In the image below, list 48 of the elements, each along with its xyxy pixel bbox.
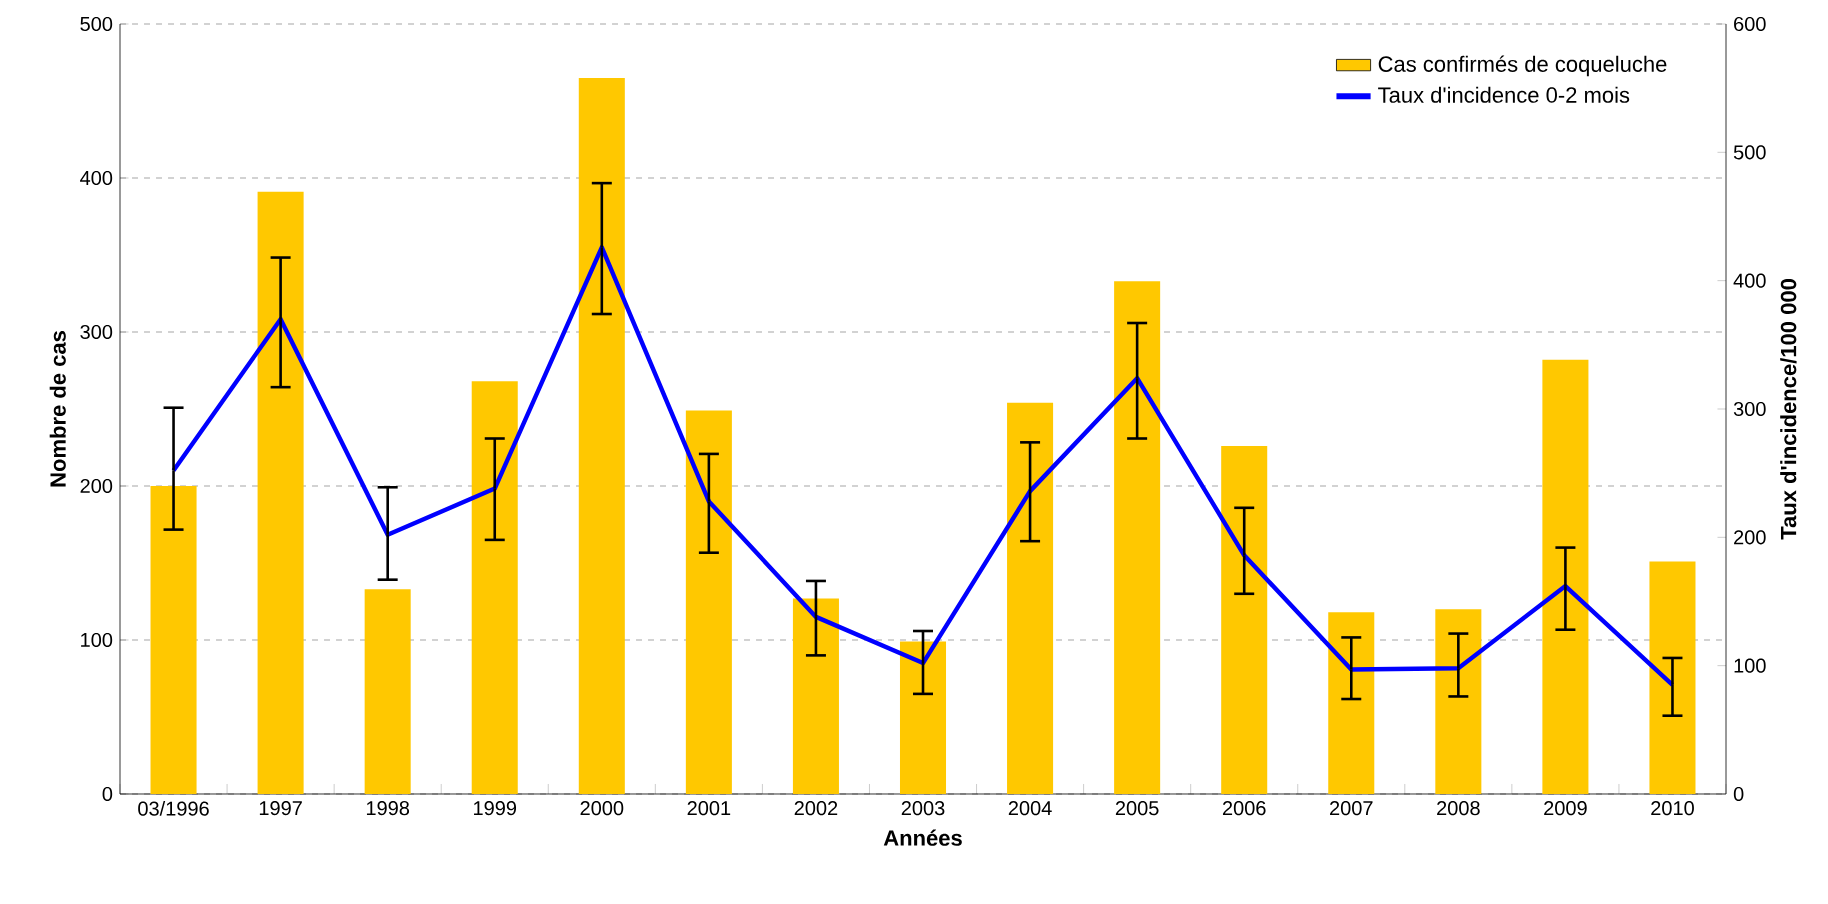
bar: [1435, 609, 1482, 794]
x-tick-label: 2003: [901, 801, 945, 816]
y2-tick-label: 400: [1733, 273, 1766, 288]
legend-label: Taux d'incidence 0-2 mois: [1378, 86, 1630, 103]
x-tick-label: 1997: [259, 801, 302, 816]
x-tick-label: 2010: [1651, 801, 1694, 816]
x-tick-label: 1998: [366, 801, 410, 816]
y2-tick-label: 600: [1734, 16, 1766, 32]
y2-tick-label: 500: [1733, 145, 1766, 160]
x-tick-label: 2006: [1222, 801, 1266, 816]
x-tick-label: 1999: [474, 801, 517, 816]
x-tick-label: 03/1996: [138, 801, 209, 816]
bar: [1328, 612, 1375, 794]
bar: [685, 410, 732, 794]
y2-tick-label: 300: [1733, 401, 1766, 417]
legend-label: Cas confirmés de coqueluche: [1378, 55, 1667, 77]
y2-tick-label: 200: [1734, 530, 1766, 545]
x-tick-label: 2005: [1115, 801, 1159, 816]
x-tick-label: 2007: [1330, 801, 1373, 816]
x-tick-label: 2000: [580, 801, 624, 816]
bar: [257, 191, 304, 794]
y2-axis-title: Taux d'incidence/100 000: [1780, 279, 1797, 540]
bar: [792, 598, 839, 794]
bar: [1007, 402, 1054, 794]
y-tick-label: 300: [80, 324, 113, 340]
y-tick-label: 100: [81, 632, 113, 648]
x-tick-label: 2009: [1544, 801, 1587, 816]
bar: [1542, 359, 1589, 794]
x-tick-label: 2004: [1008, 801, 1052, 816]
y-tick-label: 0: [102, 786, 113, 802]
y-axis-title: Nombre de cas: [49, 331, 66, 487]
y2-tick-label: 100: [1734, 658, 1766, 673]
y2-tick-label: 0: [1733, 786, 1744, 802]
bar: [364, 589, 411, 794]
x-tick-label: 2001: [687, 801, 731, 816]
bar: [1114, 281, 1161, 794]
bar: [471, 381, 518, 794]
y-tick-label: 400: [80, 170, 113, 186]
x-tick-label: 2008: [1437, 801, 1480, 816]
y-tick-label: 500: [80, 16, 113, 32]
bar: [1649, 561, 1696, 794]
bar: [150, 485, 197, 794]
bar: [899, 641, 947, 794]
x-axis-title: Années: [883, 829, 962, 846]
x-tick-label: 2002: [794, 801, 838, 816]
bar: [578, 77, 625, 794]
bar: [1221, 445, 1268, 794]
y-tick-label: 200: [80, 478, 113, 494]
